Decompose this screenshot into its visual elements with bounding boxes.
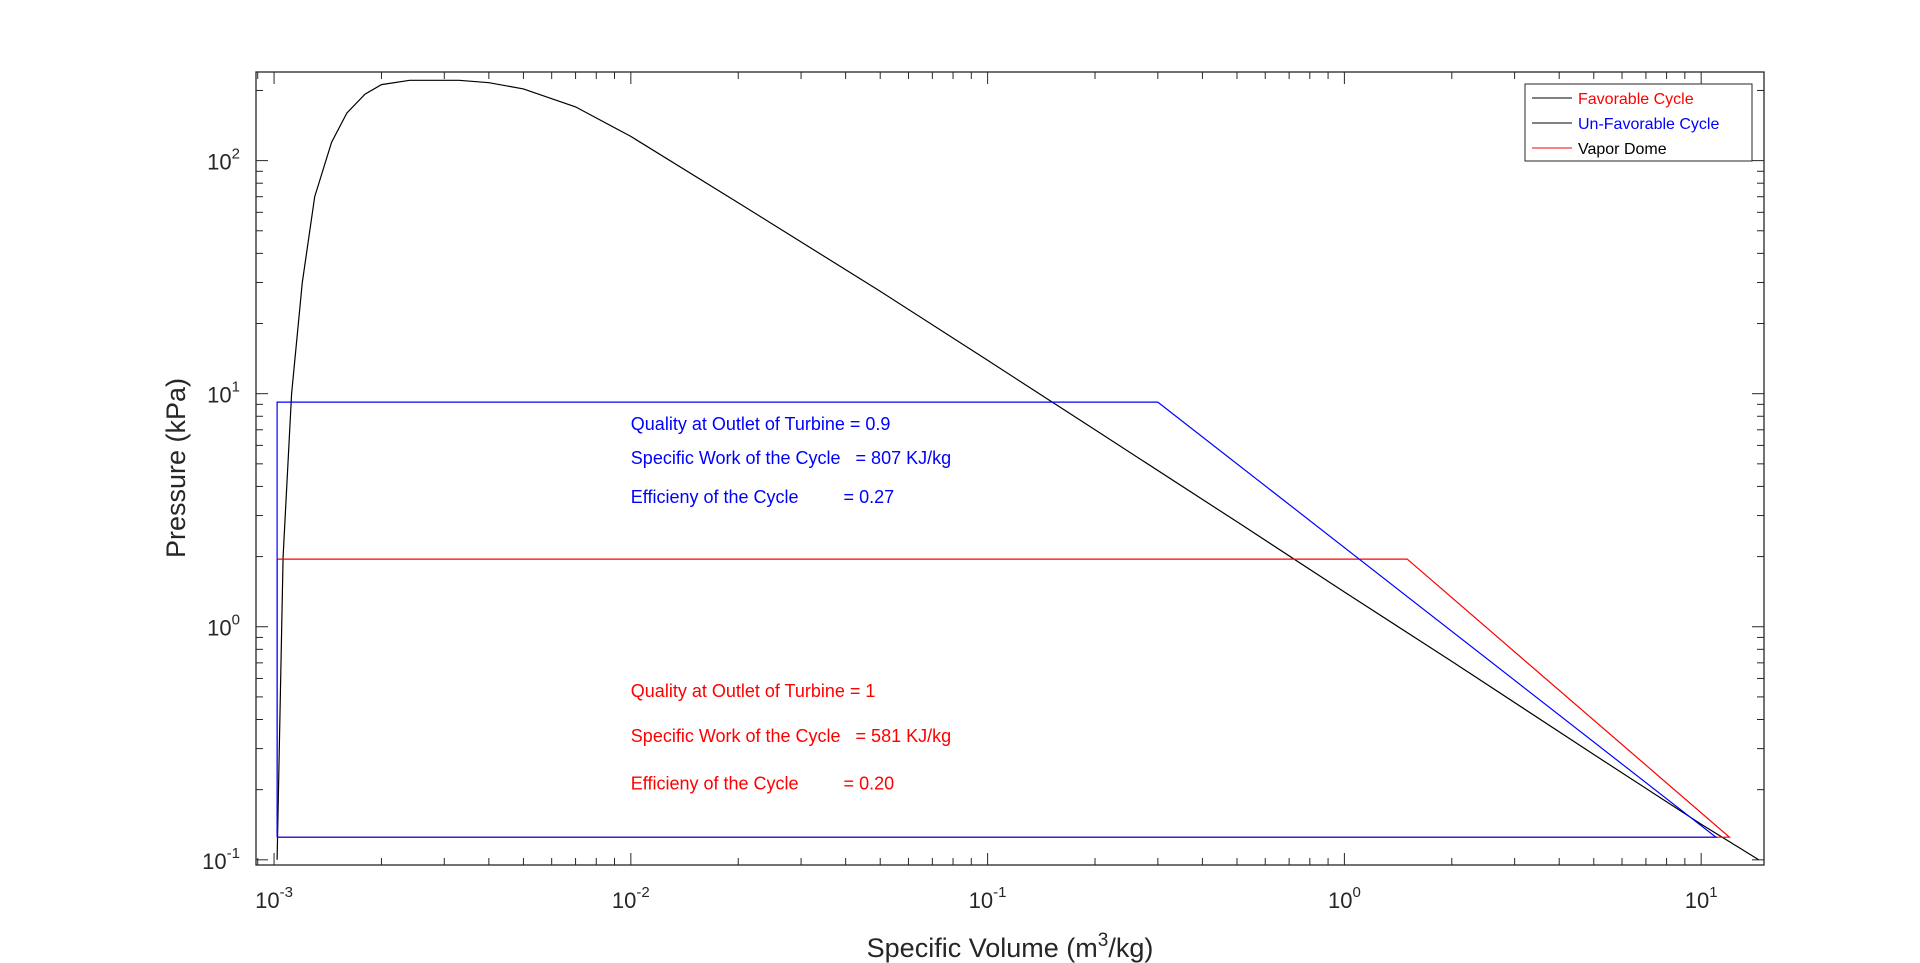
series-line-2 <box>276 401 1718 838</box>
x-axis-title: Specific Volume (m3/kg) <box>867 930 1154 963</box>
plot-background <box>256 72 1764 865</box>
x-tick-label-0: 10-3 <box>255 884 293 913</box>
annotation-5: Efficieny of the Cycle = 0.20 <box>631 774 894 794</box>
x-axis-title-base: Specific Volume (m <box>867 933 1098 963</box>
series-layer <box>276 79 1760 861</box>
y-tick-label-2: 101 <box>207 379 240 408</box>
x-tick-label-4: 101 <box>1685 884 1718 913</box>
y-tick-label-3: 102 <box>207 146 240 175</box>
annotation-0: Quality at Outlet of Turbine = 0.9 <box>631 414 891 434</box>
legend-label-favorable: Favorable Cycle <box>1578 91 1694 108</box>
ticks-layer <box>256 72 1764 865</box>
annotation-4: Specific Work of the Cycle = 581 KJ/kg <box>631 726 951 746</box>
legend-label-unfavorable: Un-Favorable Cycle <box>1578 116 1719 133</box>
series-line-0 <box>276 79 1760 861</box>
x-axis-title-sup: 3 <box>1098 930 1109 951</box>
tick-labels-layer: 10-3 10-2 10-1 100 101 10-1 100 101 102 <box>202 146 1717 913</box>
annotation-3: Quality at Outlet of Turbine = 1 <box>631 681 876 701</box>
annotation-2: Efficieny of the Cycle = 0.27 <box>631 487 894 507</box>
legend-label-vapor-dome: Vapor Dome <box>1578 141 1667 158</box>
x-axis-title-tail: /kg) <box>1108 933 1153 963</box>
y-tick-label-0: 10-1 <box>202 845 240 874</box>
legend: Favorable Cycle Un-Favorable Cycle Vapor… <box>1524 83 1753 162</box>
y-tick-label-1: 100 <box>207 612 240 641</box>
annotation-layer: Quality at Outlet of Turbine = 0.9 Specif… <box>631 414 951 794</box>
annotation-1: Specific Work of the Cycle = 807 KJ/kg <box>631 448 951 468</box>
x-tick-label-3: 100 <box>1328 884 1361 913</box>
y-axis-title: Pressure (kPa) <box>161 378 191 558</box>
plot-frame <box>255 71 1765 866</box>
x-tick-label-1: 10-2 <box>612 884 650 913</box>
x-tick-label-2: 10-1 <box>969 884 1007 913</box>
